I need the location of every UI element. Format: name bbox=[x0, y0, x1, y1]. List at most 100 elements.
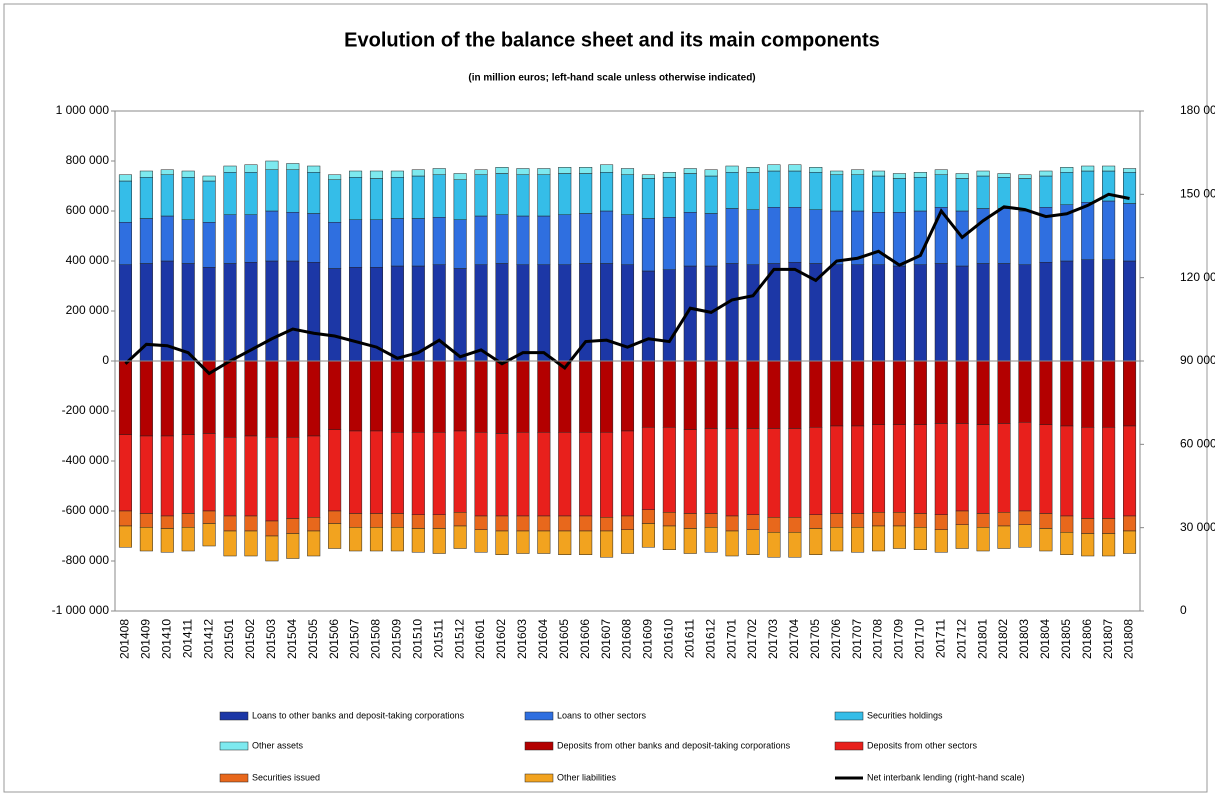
bar bbox=[997, 512, 1011, 527]
bar bbox=[1102, 360, 1116, 428]
bar bbox=[746, 264, 760, 362]
bar bbox=[223, 530, 237, 557]
x-tick-label: 201408 bbox=[118, 619, 132, 659]
bar bbox=[871, 212, 886, 265]
bar bbox=[432, 217, 446, 265]
bar bbox=[223, 165, 237, 173]
bar bbox=[913, 424, 927, 514]
bar bbox=[662, 269, 676, 362]
bar bbox=[474, 360, 488, 433]
y-tick-label: -1 000 000 bbox=[52, 603, 110, 617]
bar bbox=[1102, 259, 1116, 362]
bar bbox=[411, 169, 425, 177]
x-tick-label: 201801 bbox=[975, 619, 989, 659]
bar bbox=[809, 172, 823, 210]
bar bbox=[725, 515, 739, 532]
bar bbox=[369, 170, 384, 179]
bar bbox=[1081, 170, 1095, 203]
bar bbox=[558, 515, 572, 532]
bar bbox=[830, 360, 844, 427]
bar bbox=[181, 177, 195, 220]
bar bbox=[223, 437, 237, 517]
bar bbox=[641, 178, 655, 219]
bar bbox=[390, 432, 404, 514]
y-tick-label: 200 000 bbox=[66, 303, 110, 317]
bar bbox=[432, 174, 446, 218]
x-tick-label: 201503 bbox=[264, 619, 278, 659]
bar bbox=[767, 164, 781, 172]
bar bbox=[139, 177, 153, 219]
bar bbox=[1018, 174, 1032, 179]
bar bbox=[244, 172, 258, 215]
bar bbox=[600, 432, 614, 518]
bar bbox=[913, 172, 927, 178]
legend-swatch bbox=[524, 741, 554, 751]
bar bbox=[286, 163, 300, 170]
bar bbox=[411, 175, 425, 219]
bar bbox=[662, 177, 676, 218]
bar bbox=[997, 423, 1011, 513]
bar bbox=[265, 160, 279, 170]
bar bbox=[913, 360, 927, 425]
x-tick-label: 201511 bbox=[431, 619, 445, 658]
bar bbox=[1060, 425, 1074, 517]
bar bbox=[328, 429, 342, 512]
x-tick-label: 201706 bbox=[829, 619, 843, 659]
bar bbox=[830, 425, 844, 514]
bar bbox=[871, 512, 886, 527]
bar bbox=[600, 172, 614, 212]
bar bbox=[871, 264, 886, 362]
bar bbox=[369, 219, 384, 268]
bar bbox=[160, 215, 174, 262]
bar bbox=[495, 173, 509, 215]
bar bbox=[809, 528, 823, 555]
bar bbox=[683, 173, 697, 213]
bar bbox=[641, 360, 655, 428]
bar bbox=[1081, 202, 1095, 260]
bar bbox=[955, 524, 969, 549]
bar bbox=[1018, 178, 1032, 212]
legend-swatch bbox=[834, 741, 864, 751]
bar bbox=[579, 173, 593, 214]
bar bbox=[139, 218, 153, 264]
bar bbox=[725, 165, 739, 173]
x-tick-label: 201411 bbox=[180, 619, 194, 658]
bar bbox=[453, 360, 467, 432]
legend-label: Net interbank lending (right-hand scale) bbox=[867, 772, 1025, 782]
bar bbox=[495, 515, 509, 532]
y-tick-label: -800 000 bbox=[62, 553, 110, 567]
bar bbox=[432, 360, 446, 433]
x-tick-label: 201603 bbox=[515, 619, 529, 659]
bar bbox=[620, 515, 635, 530]
bar bbox=[390, 265, 404, 362]
bar bbox=[851, 169, 865, 175]
bar bbox=[976, 263, 990, 362]
x-tick-label: 201409 bbox=[139, 619, 153, 659]
bar bbox=[767, 532, 781, 558]
y-tick-label: 1 000 000 bbox=[56, 103, 110, 117]
bar bbox=[202, 433, 216, 512]
bar bbox=[641, 174, 655, 179]
bar bbox=[223, 214, 237, 264]
bar bbox=[160, 528, 174, 553]
bar bbox=[495, 530, 509, 555]
legend-label: Deposits from other sectors bbox=[867, 740, 978, 750]
bar bbox=[349, 527, 363, 552]
bar bbox=[369, 360, 384, 432]
bar bbox=[662, 217, 676, 270]
bar bbox=[1060, 515, 1074, 533]
bar bbox=[913, 264, 927, 362]
bar bbox=[892, 178, 906, 213]
y2-tick-label: 30 000 bbox=[1180, 520, 1215, 534]
bar bbox=[600, 210, 614, 264]
bar bbox=[892, 424, 906, 513]
x-tick-label: 201609 bbox=[641, 619, 655, 659]
bar bbox=[746, 428, 760, 515]
bar bbox=[1018, 422, 1032, 512]
bar bbox=[704, 428, 718, 514]
bar bbox=[474, 529, 488, 553]
bar bbox=[955, 178, 969, 212]
bar bbox=[328, 523, 342, 549]
bar bbox=[349, 267, 363, 362]
bar bbox=[349, 170, 363, 178]
